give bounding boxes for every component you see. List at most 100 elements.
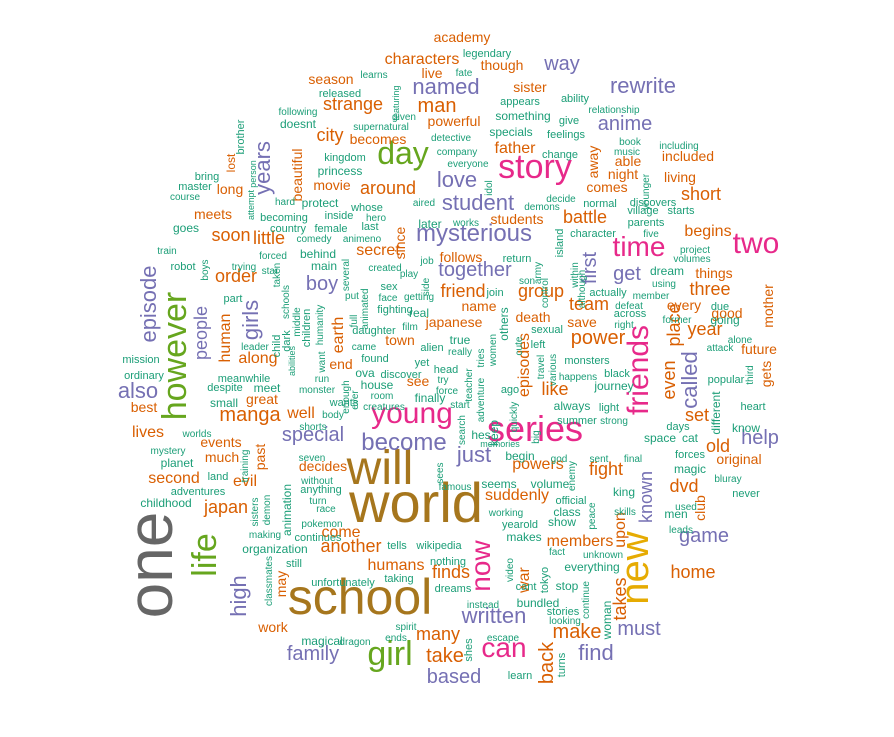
cloud-word-future: future [741, 341, 777, 357]
cloud-word-put: put [345, 291, 359, 302]
cloud-word-later: later [418, 217, 441, 231]
cloud-word-video: video [505, 558, 516, 582]
cloud-word-third: third [745, 365, 756, 384]
cloud-word-princess: princess [318, 164, 363, 178]
cloud-word-daughter: daughter [352, 325, 396, 337]
cloud-word-sees: sees [435, 462, 446, 483]
cloud-word-body: body [322, 410, 344, 421]
cloud-word-search: search [457, 415, 468, 445]
cloud-word-supernatural: supernatural [353, 122, 409, 133]
cloud-word-works: works [452, 218, 479, 229]
cloud-word-found: found [361, 353, 389, 365]
cloud-word-forces: forces [675, 449, 705, 461]
cloud-word-first: first [579, 251, 601, 284]
cloud-word-every: every [667, 297, 701, 313]
cloud-word-can: can [481, 632, 526, 663]
cloud-word-club: club [692, 495, 708, 521]
cloud-word-used: used [675, 502, 697, 513]
cloud-word-race: race [316, 504, 336, 515]
cloud-word-enough: enough [341, 380, 352, 413]
cloud-word-parents: parents [628, 217, 665, 229]
cloud-word-without: without [300, 476, 333, 487]
cloud-word-demon: demon [262, 495, 273, 526]
cloud-word-person: person [248, 160, 258, 188]
cloud-word-robot: robot [170, 261, 195, 273]
cloud-word-named: named [412, 74, 479, 99]
cloud-word-father: father [495, 140, 537, 157]
cloud-word-final: final [624, 454, 642, 465]
cloud-word-well: well [286, 405, 315, 422]
cloud-word-young: young [371, 397, 453, 430]
cloud-word-story: story [498, 148, 572, 186]
cloud-word-five: five [643, 229, 659, 240]
cloud-word-powers: powers [512, 456, 564, 473]
cloud-word-makes: makes [506, 530, 541, 544]
cloud-word-ordinary: ordinary [124, 370, 164, 382]
cloud-word-based: based [427, 666, 482, 688]
cloud-word-given: given [392, 112, 416, 123]
cloud-word-brother: brother [235, 119, 247, 154]
cloud-word-save: save [567, 314, 597, 330]
cloud-word-hes: hes [471, 428, 490, 442]
cloud-word-may: may [273, 571, 289, 597]
cloud-word-want: want [317, 351, 328, 373]
cloud-word-war: war [516, 566, 533, 593]
cloud-word-will: will [346, 442, 414, 495]
cloud-word-alone: alone [728, 335, 753, 346]
cloud-word-going: going [710, 313, 739, 327]
cloud-word-ova: ova [355, 366, 375, 380]
cloud-word-gets: gets [758, 361, 774, 387]
cloud-word-god: god [551, 454, 568, 465]
cloud-word-human: human [217, 314, 234, 363]
cloud-word-set: set [685, 405, 709, 425]
cloud-word-humans: humans [368, 557, 425, 574]
cloud-word-specials: specials [489, 125, 532, 139]
cloud-word-child: child [271, 335, 283, 358]
cloud-word-seems: seems [481, 477, 516, 491]
cloud-word-everyone: everyone [447, 159, 489, 170]
cloud-word-nothing: nothing [430, 556, 466, 568]
cloud-word-long: long [217, 181, 243, 197]
cloud-word-trying: trying [232, 262, 256, 273]
cloud-word-light: light [599, 402, 619, 414]
cloud-word-volumes: volumes [673, 254, 710, 265]
cloud-word-project: project [680, 245, 710, 256]
cloud-word-master: master [178, 181, 212, 193]
cloud-word-special: special [282, 424, 344, 446]
cloud-word-organization: organization [242, 542, 307, 556]
cloud-word-discovers: discovers [630, 197, 677, 209]
cloud-word-company: company [437, 147, 478, 158]
cloud-word-also: also [118, 378, 158, 403]
cloud-word-follows: follows [440, 249, 483, 265]
cloud-word-live: live [421, 65, 442, 81]
cloud-word-left: left [531, 339, 546, 351]
cloud-word-mysterious: mysterious [416, 220, 532, 247]
cloud-word-goes: goes [173, 221, 199, 235]
cloud-word-come: come [321, 524, 360, 541]
cloud-word-ago: ago [501, 384, 519, 396]
cloud-word-wikipedia: wikipedia [415, 540, 462, 552]
cloud-word-right: right [614, 320, 634, 331]
cloud-word-featuring: featuring [391, 85, 401, 120]
cloud-word-magic: magic [674, 462, 706, 476]
cloud-word-keep: keep [487, 420, 501, 446]
cloud-word-instead: instead [467, 600, 499, 611]
cloud-word-across: across [614, 308, 647, 320]
cloud-word-dream: dream [650, 264, 684, 278]
cloud-word-called: called [677, 351, 702, 408]
cloud-word-leader: leader [241, 342, 269, 353]
cloud-word-middle: middle [292, 307, 303, 337]
cloud-word-secret: secret [356, 242, 400, 259]
cloud-word-included: included [662, 148, 714, 164]
cloud-word-inside: inside [325, 210, 354, 222]
cloud-word-skills: skills [614, 507, 636, 518]
cloud-word-fighting: fighting [377, 304, 412, 316]
cloud-word-making: making [249, 530, 281, 541]
cloud-word-former: former [663, 315, 693, 326]
cloud-word-three: three [689, 279, 730, 299]
cloud-word-wants: wants [329, 397, 359, 409]
cloud-word-following: following [279, 107, 318, 118]
cloud-word-memories: memories [480, 439, 520, 449]
cloud-word-new: new [613, 531, 657, 604]
cloud-word-using: using [652, 279, 676, 290]
